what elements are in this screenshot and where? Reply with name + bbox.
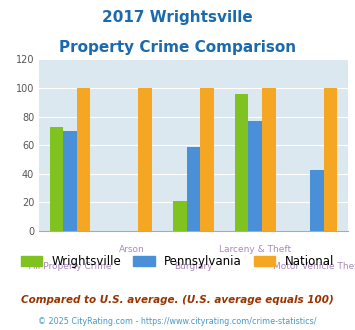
Text: Property Crime Comparison: Property Crime Comparison xyxy=(59,40,296,54)
Bar xyxy=(173,201,187,231)
Text: Motor Vehicle Theft: Motor Vehicle Theft xyxy=(273,262,355,271)
Bar xyxy=(324,88,337,231)
Bar xyxy=(77,88,90,231)
Bar xyxy=(262,88,275,231)
Bar xyxy=(310,170,324,231)
Text: Larceny & Theft: Larceny & Theft xyxy=(219,245,291,254)
Text: All Property Crime: All Property Crime xyxy=(29,262,111,271)
Text: © 2025 CityRating.com - https://www.cityrating.com/crime-statistics/: © 2025 CityRating.com - https://www.city… xyxy=(38,317,317,326)
Text: Compared to U.S. average. (U.S. average equals 100): Compared to U.S. average. (U.S. average … xyxy=(21,295,334,305)
Bar xyxy=(138,88,152,231)
Bar xyxy=(50,127,63,231)
Text: Arson: Arson xyxy=(119,245,144,254)
Text: Burglary: Burglary xyxy=(174,262,213,271)
Bar xyxy=(200,88,214,231)
Bar xyxy=(187,147,200,231)
Bar xyxy=(235,94,248,231)
Legend: Wrightsville, Pennsylvania, National: Wrightsville, Pennsylvania, National xyxy=(16,250,339,273)
Text: 2017 Wrightsville: 2017 Wrightsville xyxy=(102,10,253,25)
Bar xyxy=(63,131,77,231)
Bar xyxy=(248,121,262,231)
